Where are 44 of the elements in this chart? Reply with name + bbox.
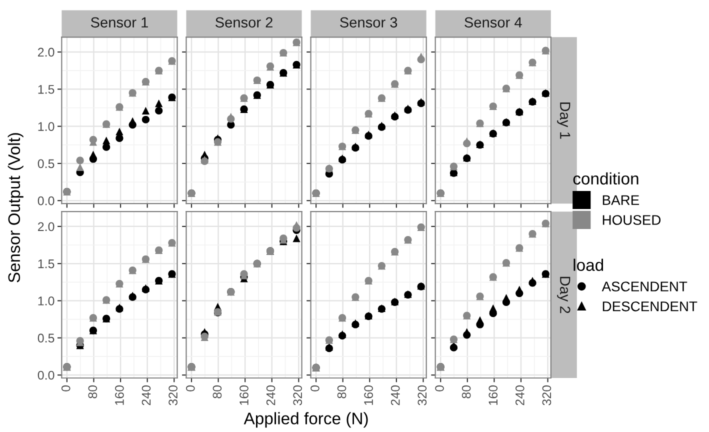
y-tick-label: 1.5: [38, 260, 54, 268]
y-axis-title: Sensor Output (Volt): [8, 133, 24, 282]
x-tick-label: 160: [240, 385, 248, 405]
chart-title: Sensor 1: [90, 17, 148, 28]
x-tick-label: 80: [88, 385, 98, 398]
x-tick-label: 0: [61, 385, 70, 392]
x-tick-label: 240: [390, 385, 400, 406]
chart-title: Sensor 4: [464, 17, 522, 28]
y-tick-label: 1.0: [38, 122, 54, 131]
legend-label: BARE: [602, 195, 639, 205]
y-tick-label: 0.5: [38, 159, 54, 168]
x-tick-label: 320: [418, 385, 427, 406]
x-tick-label: 320: [293, 385, 302, 406]
y-tick-label: 0.0: [38, 196, 54, 206]
legend-title: condition: [573, 172, 638, 185]
x-tick-label: 0: [435, 385, 444, 392]
text: Day 1: [557, 102, 570, 139]
y-tick-label: 0.0: [38, 370, 54, 380]
x-tick-label: 160: [364, 385, 373, 405]
x-tick-label: 240: [515, 385, 524, 406]
x-tick-label: 80: [212, 385, 222, 398]
x-tick-label: 80: [337, 385, 346, 398]
x-tick-label: 320: [168, 385, 178, 406]
chart-title: Sensor 3: [340, 17, 398, 28]
legend-label: DESCENDENT: [602, 301, 698, 312]
x-tick-label: 160: [488, 385, 498, 405]
y-tick-label: 0.5: [38, 334, 54, 343]
x-tick-label: 0: [310, 385, 320, 392]
legend-title: load: [574, 258, 604, 271]
x-tick-label: 0: [186, 385, 195, 392]
x-tick-label: 240: [142, 385, 151, 406]
legend-label: HOUSED: [602, 215, 661, 225]
x-axis-title: Applied force (N): [244, 412, 368, 428]
legend-label: ASCENDENT: [602, 282, 688, 292]
chart-title: Sensor 2: [215, 17, 272, 28]
y-tick-label: 2.0: [38, 48, 54, 57]
text: Day 2: [557, 276, 570, 314]
x-tick-label: 160: [115, 385, 124, 405]
x-tick-label: 80: [462, 385, 471, 398]
x-tick-label: 240: [266, 385, 276, 406]
y-tick-label: 1.0: [38, 296, 54, 306]
y-tick-label: 1.5: [38, 85, 54, 94]
y-tick-label: 2.0: [38, 222, 54, 232]
x-tick-label: 320: [542, 385, 552, 406]
